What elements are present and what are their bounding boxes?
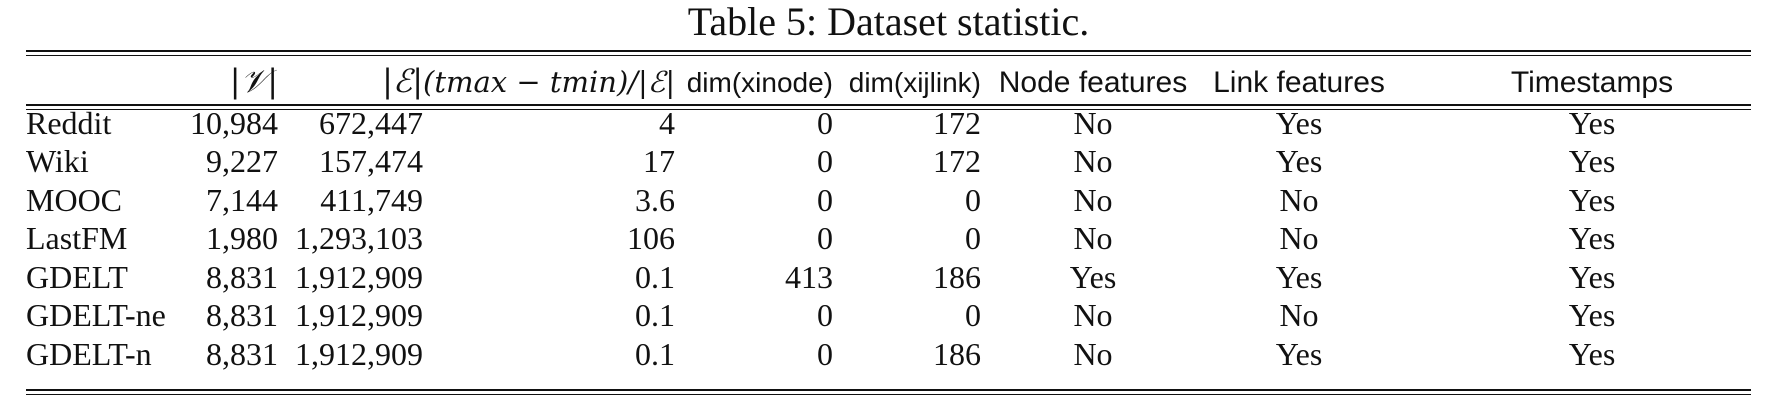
cell-timestamps: Yes [1568, 297, 1616, 334]
header-node-features: Node features [998, 65, 1188, 99]
cell-time-ratio: 17 [643, 143, 675, 180]
top-rule-inner [26, 55, 1751, 56]
header-row: |𝒱| |ℰ| (tmax − tmin)/|ℰ| dim(xinode) di… [26, 58, 1751, 104]
dataset-name: LastFM [26, 220, 128, 257]
cell-timestamps: Yes [1568, 258, 1616, 295]
cell-num-nodes: 8,831 [206, 258, 278, 295]
header-link-features: Link features [1213, 65, 1385, 99]
cell-dim-link: 186 [933, 258, 981, 295]
cell-link-features: Yes [1275, 258, 1323, 295]
cell-dim-node: 413 [785, 258, 833, 295]
cell-node-features: No [1073, 143, 1113, 180]
dataset-name: GDELT-ne [26, 297, 166, 334]
cell-dim-link: 186 [933, 335, 981, 372]
cell-num-edges: 1,912,909 [295, 297, 423, 334]
cell-timestamps: Yes [1568, 143, 1616, 180]
cell-dim-link: 172 [933, 104, 981, 141]
header-timestamps: Timestamps [1510, 65, 1674, 99]
cell-dim-node: 0 [817, 181, 833, 218]
cell-dim-link: 0 [965, 297, 981, 334]
bottom-rule-2 [26, 394, 1751, 395]
cell-link-features: Yes [1275, 143, 1323, 180]
cell-link-features: No [1279, 220, 1319, 257]
table-caption: Table 5: Dataset statistic. [687, 0, 1090, 44]
dataset-name: GDELT-n [26, 335, 152, 372]
cell-link-features: Yes [1275, 104, 1323, 141]
cell-time-ratio: 3.6 [635, 181, 675, 218]
cell-num-edges: 411,749 [320, 181, 423, 218]
dataset-name: MOOC [26, 181, 123, 218]
header-rule-2 [26, 109, 1751, 110]
dataset-name: Reddit [26, 104, 112, 141]
cell-num-edges: 1,912,909 [295, 258, 423, 295]
cell-dim-node: 0 [817, 143, 833, 180]
cell-num-nodes: 10,984 [190, 104, 278, 141]
cell-time-ratio: 4 [659, 104, 675, 141]
cell-dim-link: 0 [965, 181, 981, 218]
table-row: GDELT 8,831 1,912,909 0.1 413 186 Yes Ye… [26, 258, 1751, 297]
cell-time-ratio: 0.1 [635, 297, 675, 334]
cell-dim-node: 0 [817, 335, 833, 372]
cell-timestamps: Yes [1568, 181, 1616, 218]
cell-num-edges: 1,912,909 [295, 335, 423, 372]
cell-link-features: No [1279, 297, 1319, 334]
header-rule-1 [26, 104, 1751, 106]
header-dim-node: dim(xinode) [686, 66, 833, 98]
cell-timestamps: Yes [1568, 104, 1616, 141]
cell-num-nodes: 9,227 [206, 143, 278, 180]
cell-timestamps: Yes [1568, 335, 1616, 372]
top-rule-outer [26, 50, 1751, 52]
dataset-statistics-table: |𝒱| |ℰ| (tmax − tmin)/|ℰ| dim(xinode) di… [26, 58, 1751, 374]
cell-node-features: No [1073, 104, 1113, 141]
table-row: MOOC 7,144 411,749 3.6 0 0 No No Yes [26, 181, 1751, 220]
cell-link-features: Yes [1275, 335, 1323, 372]
header-num-edges: |ℰ| [382, 62, 423, 100]
cell-num-edges: 1,293,103 [295, 220, 423, 257]
dataset-name: Wiki [26, 143, 89, 180]
cell-num-edges: 672,447 [319, 104, 423, 141]
cell-num-nodes: 8,831 [206, 297, 278, 334]
dataset-name: GDELT [26, 258, 128, 295]
cell-num-nodes: 7,144 [206, 181, 278, 218]
table-row: LastFM 1,980 1,293,103 106 0 0 No No Yes [26, 220, 1751, 259]
cell-num-edges: 157,474 [319, 143, 423, 180]
table-row: GDELT-ne 8,831 1,912,909 0.1 0 0 No No Y… [26, 297, 1751, 336]
cell-dim-node: 0 [817, 297, 833, 334]
cell-time-ratio: 0.1 [635, 335, 675, 372]
cell-node-features: Yes [1069, 258, 1117, 295]
cell-node-features: No [1073, 297, 1113, 334]
cell-timestamps: Yes [1568, 220, 1616, 257]
cell-link-features: No [1279, 181, 1319, 218]
cell-node-features: No [1073, 181, 1113, 218]
cell-num-nodes: 1,980 [206, 220, 278, 257]
header-num-nodes: |𝒱| [229, 61, 278, 100]
bottom-rule-1 [26, 389, 1751, 391]
header-dataset [26, 58, 186, 104]
cell-node-features: No [1073, 220, 1113, 257]
table-row: GDELT-n 8,831 1,912,909 0.1 0 186 No Yes… [26, 335, 1751, 374]
cell-time-ratio: 0.1 [635, 258, 675, 295]
cell-node-features: No [1073, 335, 1113, 372]
cell-dim-link: 172 [933, 143, 981, 180]
cell-num-nodes: 8,831 [206, 335, 278, 372]
cell-dim-link: 0 [965, 220, 981, 257]
table-row: Reddit 10,984 672,447 4 0 172 No Yes Yes [26, 104, 1751, 143]
table-row: Wiki 9,227 157,474 17 0 172 No Yes Yes [26, 143, 1751, 182]
header-time-ratio: (tmax − tmin)/|ℰ| [423, 64, 676, 99]
header-dim-link: dim(xijlink) [848, 66, 981, 98]
cell-dim-node: 0 [817, 220, 833, 257]
cell-time-ratio: 106 [627, 220, 675, 257]
cell-dim-node: 0 [817, 104, 833, 141]
